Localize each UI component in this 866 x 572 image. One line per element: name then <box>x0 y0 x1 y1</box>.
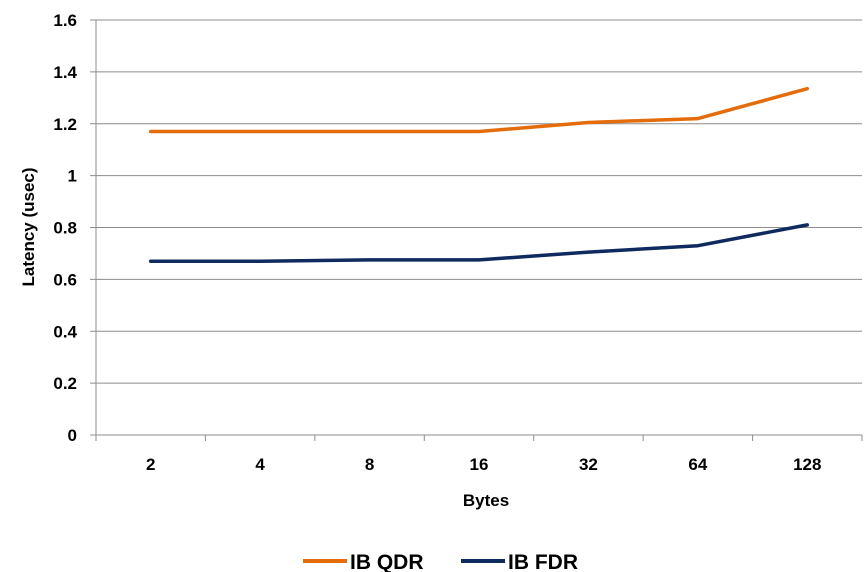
legend-label-ib-qdr: IB QDR <box>350 551 424 572</box>
y-tick-label: 1.6 <box>53 11 77 30</box>
axes <box>90 19 863 441</box>
legend: IB QDR IB FDR <box>303 551 578 572</box>
x-axis-title: Bytes <box>463 491 509 510</box>
x-tick-label: 2 <box>146 455 155 474</box>
y-tick-labels: 0 0.2 0.4 0.6 0.8 1 1.2 1.4 1.6 <box>53 11 77 445</box>
x-tick-label: 32 <box>579 455 598 474</box>
gridlines <box>96 19 862 384</box>
series-lines <box>148 86 810 263</box>
y-tick-label: 0.2 <box>53 374 77 393</box>
x-tick-labels: 2 4 8 16 32 64 128 <box>146 455 821 474</box>
y-tick-label: 0.8 <box>53 219 77 238</box>
x-tick-label: 64 <box>688 455 707 474</box>
y-axis-title: Latency (usec) <box>19 167 38 286</box>
x-tick-label: 4 <box>255 455 265 474</box>
y-tick-label: 1.4 <box>53 63 77 82</box>
y-tick-label: 0.6 <box>53 270 77 289</box>
series-line-ib-qdr <box>148 86 810 134</box>
legend-label-ib-fdr: IB FDR <box>508 551 578 572</box>
y-tick-label: 1 <box>68 167 77 186</box>
x-tick-label: 16 <box>470 455 489 474</box>
y-tick-label: 0 <box>68 426 77 445</box>
x-tick-label: 128 <box>793 455 821 474</box>
series-line-ib-fdr <box>148 223 810 263</box>
y-tick-label: 1.2 <box>53 115 77 134</box>
x-tick-label: 8 <box>365 455 374 474</box>
y-tick-label: 0.4 <box>53 322 77 341</box>
